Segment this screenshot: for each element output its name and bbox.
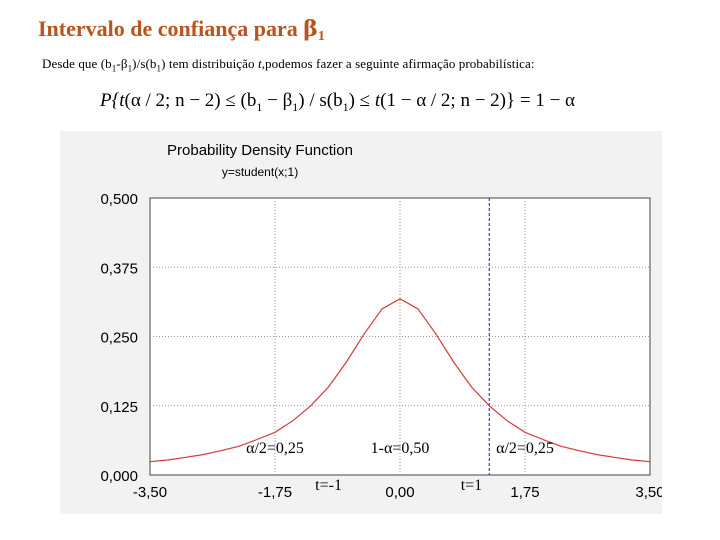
- y-tick-label: 0,000: [100, 468, 138, 485]
- x-tick-label: 1,75: [510, 484, 539, 501]
- y-tick-label: 0,250: [100, 330, 138, 347]
- x-tick-label: -1,75: [258, 484, 292, 501]
- series-curve: [149, 298, 651, 463]
- grid: [150, 198, 650, 475]
- y-tick-label: 0,125: [100, 399, 138, 416]
- chart-subtitle: y=student(x;1): [222, 165, 298, 179]
- x-tick-label: 3,50: [635, 484, 662, 501]
- chart-panel: Probability Density Function y=student(x…: [60, 131, 665, 514]
- x-tick-label: 0,00: [385, 484, 414, 501]
- pdf-chart: Probability Density Function y=student(x…: [100, 142, 664, 501]
- chart-title: Probability Density Function: [167, 142, 353, 159]
- intro-text: Desde que (b1-β1)/s(b1) tem distribuição…: [42, 56, 535, 74]
- tick-labels: 0,000 0,125 0,250 0,375 0,500 -3,50 -1,75 0,00 1…: [100, 191, 664, 501]
- annotation-label: α/2=0,25: [496, 440, 554, 457]
- probability-formula: P{t(α / 2; n − 2) ≤ (b1 − β1) / s(b1) ≤ …: [100, 90, 576, 114]
- annotation-label: α/2=0,25: [246, 440, 304, 457]
- x-tick-label: -3,50: [133, 484, 167, 501]
- y-tick-label: 0,375: [100, 260, 138, 277]
- page-title: Intervalo de confiança para β1: [38, 16, 325, 44]
- annotation-label: t=-1: [315, 477, 342, 494]
- annotation-label: 1-α=0,50: [371, 440, 430, 457]
- y-tick-label: 0,500: [100, 191, 138, 208]
- annotations: α/2=0,25 1-α=0,50 α/2=0,25 t=-1 t=1: [246, 440, 554, 494]
- annotation-label: t=1: [461, 477, 482, 494]
